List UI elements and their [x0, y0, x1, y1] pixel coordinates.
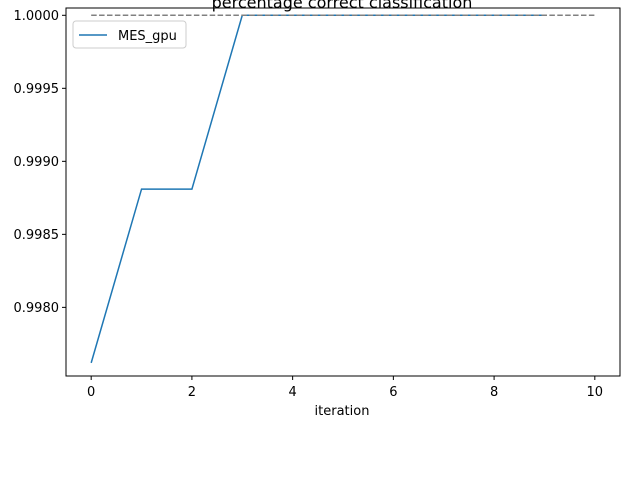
- series-line-mes-gpu: [90, 14, 545, 364]
- y-tick-label: 0.9995: [14, 82, 60, 97]
- y-tick-label: 0.9990: [14, 155, 60, 170]
- axes: 0 2 4 6 8 10 0.9980 0.9985 0.9990 0.9995 1.0000: [14, 7, 621, 400]
- plot-area: [90, 14, 595, 364]
- x-tick-label: 10: [587, 385, 604, 400]
- axes-frame: [65, 7, 621, 377]
- x-tick-label: 8: [490, 385, 498, 400]
- x-axis-label: iteration: [315, 404, 370, 419]
- legend-box: [72, 20, 187, 49]
- legend: MES_gpu: [72, 20, 187, 49]
- chart-title: percentage correct classification: [212, 0, 473, 12]
- y-tick-label: 1.0000: [14, 9, 60, 24]
- x-tick-label: 4: [288, 385, 296, 400]
- x-tick-label: 0: [87, 385, 95, 400]
- x-tick-label: 2: [188, 385, 196, 400]
- x-tick-label: 6: [389, 385, 397, 400]
- y-tick-label: 0.9985: [14, 228, 60, 243]
- y-tick-label: 0.9980: [14, 301, 60, 316]
- legend-label: MES_gpu: [118, 29, 177, 44]
